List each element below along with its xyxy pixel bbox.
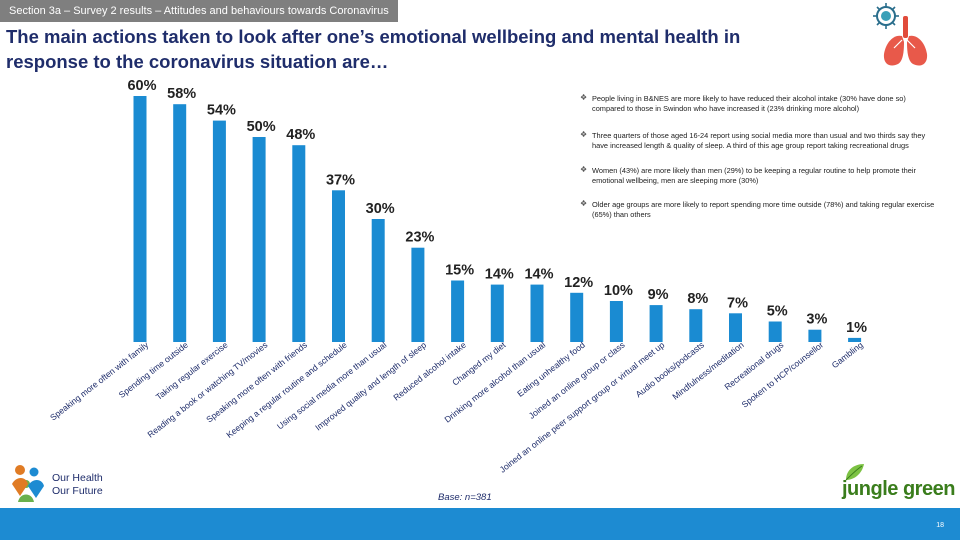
key-findings-list: ❖ People living in B&NES are more likely … xyxy=(580,93,935,220)
data-label-18: 3% xyxy=(806,312,827,328)
bar-9 xyxy=(451,280,465,342)
data-label-19: 1% xyxy=(846,320,867,336)
diamond-bullet-icon: ❖ xyxy=(580,165,588,174)
bar-5 xyxy=(292,145,306,342)
bar-3 xyxy=(212,120,226,342)
data-label-4: 50% xyxy=(247,119,276,135)
title-line-1: The main actions taken to look after one… xyxy=(6,26,741,47)
key-finding-text: Three quarters of those aged 16-24 repor… xyxy=(592,131,926,150)
category-label-2: Spending time outside xyxy=(117,340,190,400)
category-label-18: Spoken to HCP/counsellor xyxy=(740,340,826,410)
page-number: 18 xyxy=(936,522,944,529)
category-label-19: Gambling xyxy=(830,340,865,371)
leaf-icon xyxy=(845,464,864,481)
people-group-icon xyxy=(12,465,44,502)
data-label-13: 10% xyxy=(604,283,633,299)
key-finding-text: People living in B&NES are more likely t… xyxy=(592,94,906,113)
bar-13 xyxy=(609,301,623,342)
logo-text: jungle green xyxy=(842,478,955,500)
jungle-green-logo: jungle green xyxy=(838,462,955,508)
data-label-6: 37% xyxy=(326,172,355,188)
footer-bar: 18 xyxy=(0,508,960,540)
section-tag: Section 3a – Survey 2 results – Attitude… xyxy=(0,0,398,22)
base-note: Base: n=381 xyxy=(438,492,492,503)
key-finding-item: ❖ People living in B&NES are more likely … xyxy=(580,93,935,114)
diamond-bullet-icon: ❖ xyxy=(580,93,588,102)
category-label-16: Mindfulness/meditation xyxy=(670,340,746,402)
data-label-17: 5% xyxy=(767,304,788,320)
title-line-2: response to the coronavirus situation ar… xyxy=(6,51,389,72)
data-label-10: 14% xyxy=(485,267,514,283)
bar-15 xyxy=(689,309,703,342)
key-finding-item: ❖ Three quarters of those aged 16-24 repo… xyxy=(580,130,935,151)
data-label-16: 7% xyxy=(727,295,748,311)
page-title: The main actions taken to look after one… xyxy=(6,24,856,74)
bar-19 xyxy=(848,337,862,342)
data-label-2: 58% xyxy=(167,86,196,102)
data-label-3: 54% xyxy=(207,103,236,119)
category-label-9: Reduced alcohol intake xyxy=(391,340,468,403)
bar-17 xyxy=(768,321,782,342)
data-label-1: 60% xyxy=(127,78,156,94)
diamond-bullet-icon: ❖ xyxy=(580,130,588,139)
logo-line-2: Our Future xyxy=(52,485,103,497)
data-label-9: 15% xyxy=(445,263,474,279)
bar-16 xyxy=(729,313,742,342)
data-label-14: 9% xyxy=(648,287,669,303)
data-label-7: 30% xyxy=(366,201,395,217)
data-labels-layer: 60% 58% 54% 50% 48% 37% 30% 23% 15% 14% 14% 12% 10% 9… xyxy=(127,78,867,336)
data-label-11: 14% xyxy=(524,267,553,283)
key-finding-item: ❖ Older age groups are more likely to rep… xyxy=(580,199,935,220)
data-label-5: 48% xyxy=(286,127,315,143)
lungs-virus-icon xyxy=(873,3,928,66)
bar-6 xyxy=(332,190,345,342)
bar-8 xyxy=(411,247,425,342)
data-label-8: 23% xyxy=(405,230,434,246)
bar-12 xyxy=(570,292,584,342)
category-label-15: Audio books/podcasts xyxy=(634,340,706,400)
our-health-our-future-logo: Our Health Our Future xyxy=(8,462,128,506)
bar-18 xyxy=(808,329,822,342)
category-label-12: Eating unhealthy food xyxy=(515,340,587,399)
bar-1 xyxy=(133,96,147,342)
bar-10 xyxy=(490,284,504,342)
bar-14 xyxy=(649,305,663,342)
bar-4 xyxy=(252,137,266,342)
category-labels-layer: Speaking more often with familySpending … xyxy=(48,339,865,474)
diamond-bullet-icon: ❖ xyxy=(580,199,588,208)
bar-2 xyxy=(173,104,187,342)
logo-line-1: Our Health xyxy=(52,472,103,484)
category-label-3: Taking regular exercise xyxy=(154,340,230,402)
data-label-12: 12% xyxy=(564,275,593,291)
bar-11 xyxy=(530,284,544,342)
bar-7 xyxy=(371,219,385,342)
data-label-15: 8% xyxy=(687,291,708,307)
key-finding-text: Older age groups are more likely to repo… xyxy=(592,200,935,219)
bars-layer xyxy=(133,96,862,342)
key-finding-item: ❖ Women (43%) are more likely than men (2… xyxy=(580,165,935,186)
key-finding-text: Women (43%) are more likely than men (29… xyxy=(592,166,916,185)
